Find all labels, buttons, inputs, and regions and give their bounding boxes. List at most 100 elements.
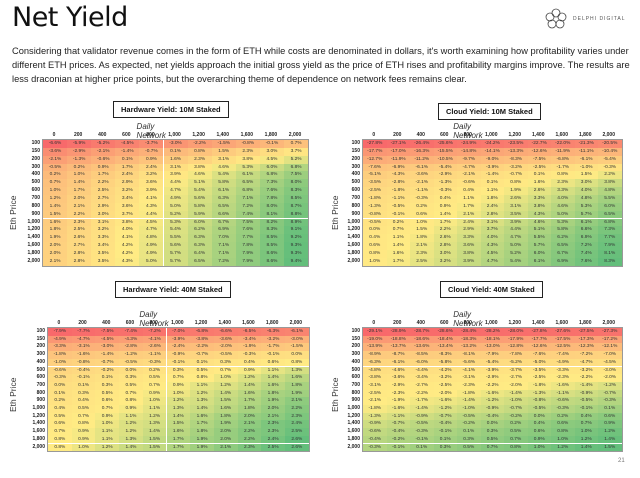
hardware-40m-cell: -6.3% [261,328,285,336]
hardware-10m-cell: 3.0% [259,147,284,156]
cloud-10m-cell: 5.3% [574,202,598,211]
hardware-10m-cell: 4.0% [115,226,140,235]
cloud-10m-cell: -12.6% [527,147,551,156]
cloud-40m-cell: -29.1% [363,328,387,336]
cloud-40m-column-header: 0 [372,320,376,326]
hardware-40m-cell: -0.3% [142,358,167,367]
hardware-10m-cell: 6.5% [187,257,212,266]
hardware-10m-cell: 8.5% [259,242,284,250]
hardware-10m-cell: -0.8% [235,140,260,148]
cloud-10m-cell: 2.3% [410,249,434,258]
hardware-10m-cell: 7.1% [211,249,236,258]
cloud-40m-row-header: 1,200 [347,412,360,419]
hardware-40m-cell: -3.6% [213,335,238,344]
cloud-10m-cell: 1.5% [574,171,598,180]
cloud-10m-cell: 6.9% [551,257,575,266]
hardware-10m-cell: 5.4% [163,226,188,235]
hardware-10m-cell: 0.2% [67,163,92,172]
cloud-10m-cell: 3.3% [457,234,481,243]
hardware-40m-column-header: 1,200 [194,320,208,326]
cloud-40m-cell: -4.8% [363,366,387,375]
cloud-10m-cell: 4.7% [480,257,504,266]
cloud-10m-cell: -5.4% [598,155,622,164]
cloud-40m-cell: 1.2% [598,428,622,436]
cloud-40m-cell: -0.5% [527,405,551,413]
hardware-10m-cell: 7.5% [284,171,309,180]
hardware-10m-cells: -6.6% -5.9% -5.2% -4.5% -3.7% -3.0% -2.2% -1.5%… [42,139,310,267]
hardware-40m-cell: 1.2% [237,374,262,382]
cloud-10m-cell: 2.8% [480,210,504,219]
hardware-40m-cell: 0.9% [71,428,96,436]
hardware-40m-cell: -6.5% [237,328,262,336]
hardware-10m-cell: 5.3% [235,163,260,172]
hardware-10m-cell: 3.6% [139,179,164,188]
cloud-40m-cell: -2.2% [574,374,598,382]
hardware-10m-cell: 7.7% [235,234,260,243]
hardware-40m-cell: 1.7% [166,435,191,444]
hardware-10m-cell: 4.6% [187,171,212,180]
hardware-10m-cell: 6.5% [235,179,260,188]
cloud-40m-cell: -3.1% [363,381,387,390]
cloud-10m-title: Cloud Yield: 10M Staked [438,103,541,120]
hardware-10m-cell: 1.2% [43,194,68,203]
cloud-10m-cell: -0.3% [433,187,457,195]
cloud-40m-cell: 0.1% [410,443,434,452]
hardware-40m-cell: 0.2% [48,397,72,405]
cloud-40m-cell: -12.6% [527,343,551,352]
cloud-10m-cell: -0.3% [410,194,434,203]
hardware-10m-row-header: 1,800 [27,249,40,256]
cloud-10m-cell: -5.4% [433,163,457,172]
cloud-40m-cell: -0.7% [504,405,528,413]
hardware-10m-cell: 2.1% [67,202,92,211]
hardware-10m-cell: 3.4% [115,194,140,203]
cloud-10m-cell: -24.9% [457,140,481,148]
cloud-10m-cell: -6.9% [386,163,410,172]
hardware-40m-cell: 0.5% [190,366,214,375]
hardware-40m-cell: 0.9% [71,435,96,444]
hardware-10m-cell: 2.8% [67,249,92,258]
hardware-40m-cell: -3.4% [237,335,262,344]
hardware-40m-cell: -2.6% [142,343,167,352]
hardware-40m-cell: 2.1% [261,412,285,421]
cloud-40m-cell: 0.7% [574,420,598,429]
hardware-40m-cell: -7.2% [142,328,167,336]
cloud-10m-row-header: 400 [351,171,360,178]
cloud-10m-cell: -0.7% [504,171,528,180]
hardware-40m-cell: 2.3% [285,412,309,421]
hardware-40m-cell: 0.5% [71,405,96,413]
hardware-40m-cell: 1.1% [261,366,285,375]
cloud-10m-cell: 3.0% [433,249,457,258]
hardware-40m-cell: 0.9% [237,366,262,375]
cloud-40m-cell: 1.0% [527,443,551,452]
hardware-40m-row-header: 1,600 [32,428,45,435]
hardware-40m-cell: 1.7% [166,443,191,452]
hardware-10m-cell: 5.8% [211,179,236,188]
hardware-10m-cell: -5.9% [67,140,92,148]
hardware-10m-row-header: 300 [31,163,40,170]
cloud-40m-cell: -5.8% [433,358,457,367]
hardware-40m-cell: 1.3% [119,435,143,444]
hardware-40m-cell: 0.0% [48,381,72,390]
hardware-40m-cell: 0.4% [237,358,262,367]
cloud-40m-cell: -12.5% [551,343,575,352]
cloud-40m-cell: -3.7% [504,366,528,375]
hardware-40m-cell: 1.2% [119,420,143,429]
hardware-40m-column-header: 1,400 [218,320,231,326]
cloud-10m-cell: 0.9% [433,202,457,211]
cloud-40m-cell: -28.2% [480,328,504,336]
cloud-40m-cell: 0.4% [574,412,598,421]
cloud-40m-cell: 0.2% [551,412,575,421]
cloud-10m-cell: 0.6% [410,210,434,219]
cloud-10m-column-header: 600 [440,132,449,138]
hardware-10m-row-header: 800 [31,202,40,209]
cloud-10m-cell: 7.2% [574,242,598,250]
hardware-10m-cell: 5.8% [187,202,212,211]
hardware-40m-cell: -7.0% [166,328,191,336]
cloud-40m-cell: -0.6% [551,397,575,405]
hardware-40m-y-axis-label: Eth Price [8,377,18,413]
cloud-40m-cell: -2.9% [480,374,504,382]
hardware-10m-cell: 2.1% [43,257,68,266]
cloud-10m-cell: 5.1% [527,226,551,235]
hardware-40m-cell: -1.1% [142,351,167,359]
hardware-10m-cell: 2.5% [91,187,116,195]
